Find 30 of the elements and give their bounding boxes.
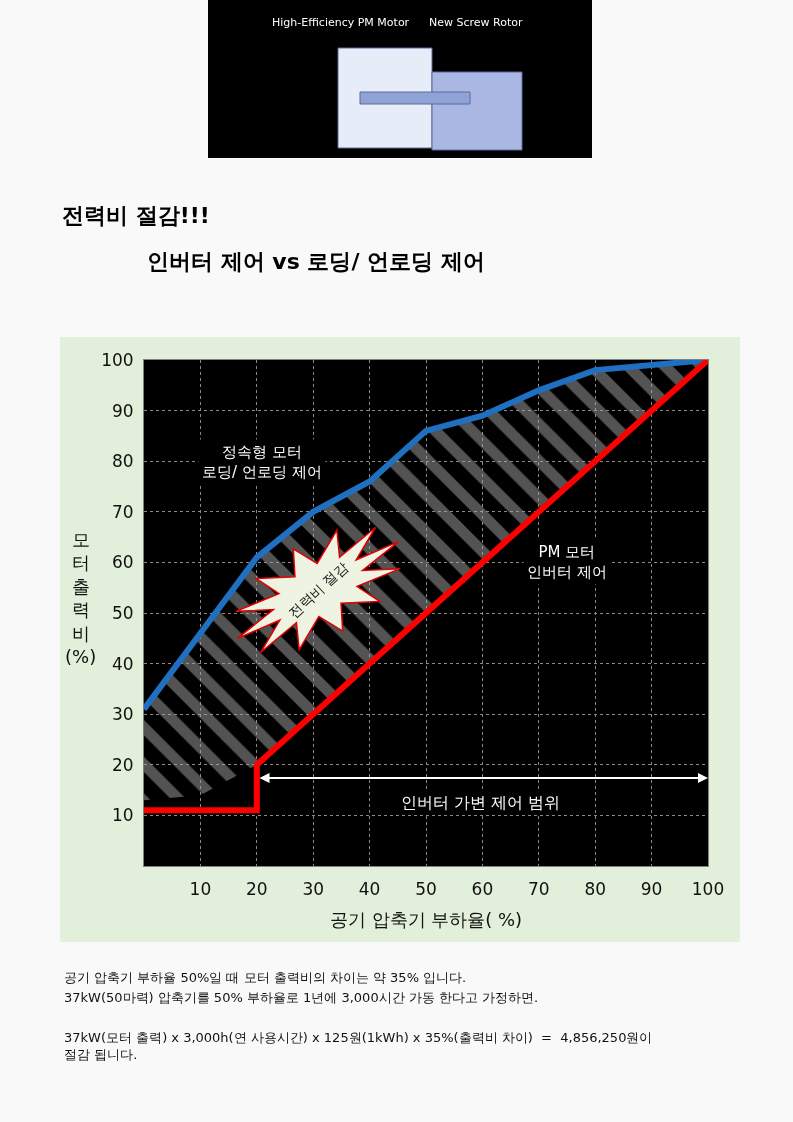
y-tick-label: 60 [111, 552, 134, 573]
series-label: PM 모터 인버터 제어 [527, 543, 607, 581]
annotation: 인버터 가변 제어 범위 [401, 793, 561, 812]
y-tick-label: 50 [111, 602, 134, 623]
y-tick-label: 90 [111, 400, 134, 421]
text: 37kW(50마력) 압축기를 50% 부하율로 1년에 3,000시간 가동 한다고 가정하면. [64, 990, 539, 1005]
x-tick-label: 50 [415, 879, 437, 900]
x-axis-title: 공기 압축기 부하율( %) [329, 908, 523, 930]
x-tick-label: 30 [302, 879, 325, 900]
y-tick-label: 20 [111, 754, 134, 775]
y-tick-label: 10 [111, 805, 134, 826]
chart-subtitle: 인버터 제어 vs 로딩/ 언로딩 제어 [147, 249, 485, 274]
x-tick-label: 80 [584, 879, 607, 900]
x-tick-label: 90 [640, 879, 663, 900]
y-tick-label: 80 [111, 451, 134, 472]
x-tick-label: 10 [189, 879, 212, 900]
y-axis-title: 모터 출력비 (%) [65, 529, 97, 667]
series-label: 정속형 모터 로딩/ 언로딩 제어 [202, 443, 322, 481]
text: 37kW(모터 출력) x 3,000h(연 사용시간) x 125원(1kWh) x 35%(출력비 차이) = 4,856,250원이 절감 됩니다. [64, 1030, 653, 1062]
chart-title: 전력비 절감!!! [62, 202, 210, 228]
y-tick-label: 40 [111, 653, 134, 674]
text: 공기 압축기 부하율 50%일 때 모터 출력비의 차이는 약 35% 입니다. [64, 970, 467, 985]
y-tick-label: 70 [111, 501, 134, 522]
y-tick-label: 30 [111, 704, 134, 725]
y-tick-label: 100 [101, 349, 134, 370]
x-tick-label: 70 [527, 879, 550, 900]
x-tick-label: 20 [245, 879, 268, 900]
x-tick-label: 40 [358, 879, 381, 900]
x-tick-label: 100 [691, 879, 725, 900]
x-tick-label: 60 [471, 879, 494, 900]
